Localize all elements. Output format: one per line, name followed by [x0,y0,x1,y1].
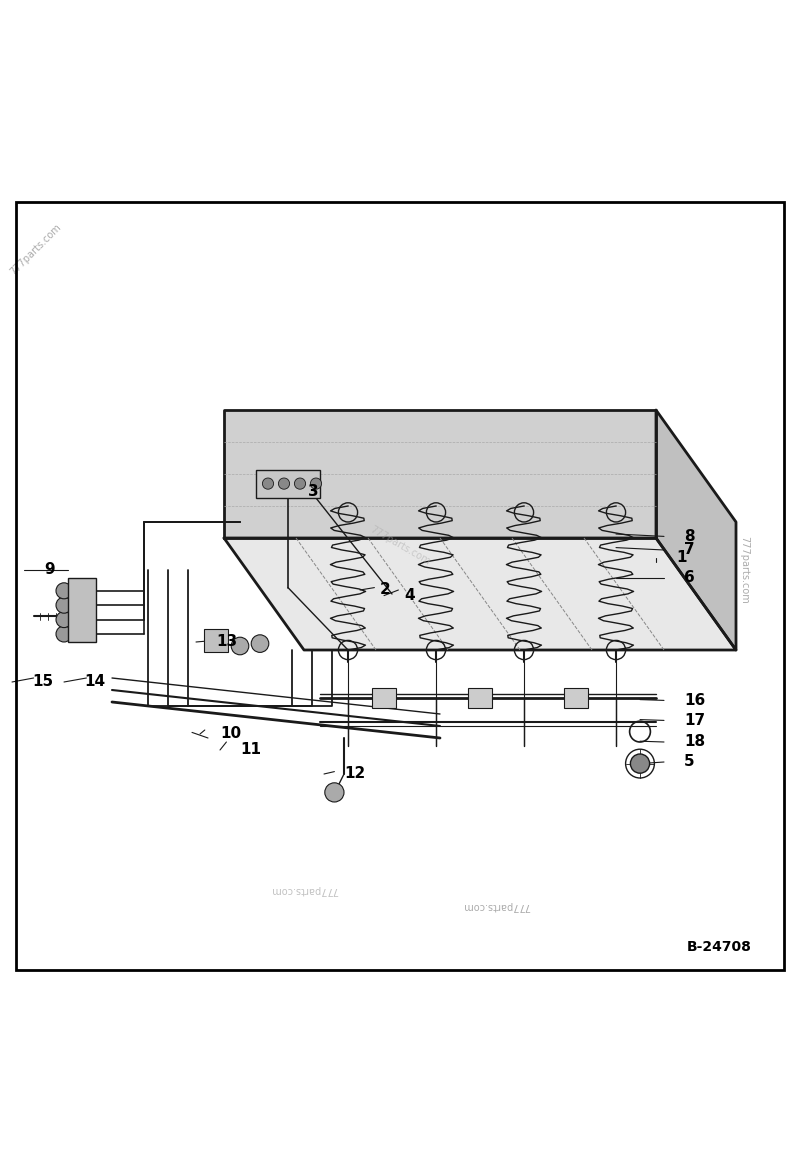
Bar [68,578,96,642]
Text: 15: 15 [32,675,53,689]
Text: 7: 7 [684,543,694,558]
Circle shape [56,582,72,599]
Circle shape [294,478,306,489]
Text: 17: 17 [684,713,705,728]
Circle shape [262,478,274,489]
Polygon shape [224,410,656,538]
Text: 11: 11 [240,743,261,757]
Text: 2: 2 [380,582,390,598]
Text: 6: 6 [684,571,694,586]
Text: 10: 10 [220,727,241,742]
Text: 13: 13 [216,634,237,649]
Text: 16: 16 [684,693,706,708]
Text: 14: 14 [84,675,105,689]
Text: 9: 9 [44,563,54,578]
Text: 777parts.com: 777parts.com [462,901,530,911]
Circle shape [231,638,249,655]
Bar [372,688,396,708]
Text: 777parts.com: 777parts.com [9,223,63,278]
Text: 777parts.com: 777parts.com [368,525,432,567]
Circle shape [630,754,650,774]
Text: 777parts.com: 777parts.com [270,885,338,895]
Text: 18: 18 [684,735,705,750]
Circle shape [56,598,72,613]
Text: 12: 12 [344,766,366,782]
Text: 777parts.com: 777parts.com [739,536,749,604]
Bar [564,688,588,708]
Circle shape [278,478,290,489]
Circle shape [251,635,269,653]
Circle shape [310,478,322,489]
Bar [204,629,228,652]
Circle shape [325,783,344,802]
Circle shape [56,626,72,642]
Polygon shape [656,410,736,650]
Bar [256,470,320,498]
Polygon shape [224,538,736,650]
Bar [468,688,492,708]
Text: 8: 8 [684,529,694,544]
Text: 4: 4 [404,588,414,604]
Circle shape [56,612,72,627]
Text: 3: 3 [308,484,318,499]
Text: B-24708: B-24708 [687,940,752,954]
Text: 5: 5 [684,755,694,770]
Text: 1: 1 [676,551,686,566]
